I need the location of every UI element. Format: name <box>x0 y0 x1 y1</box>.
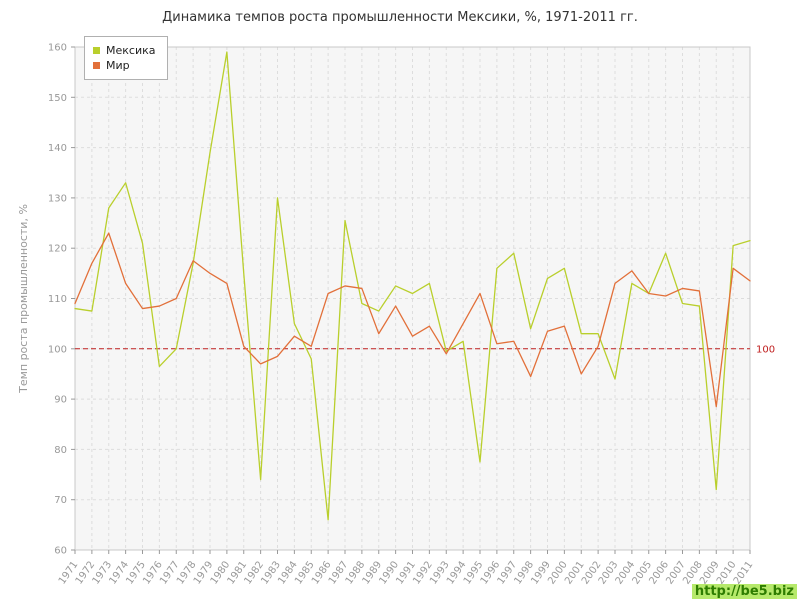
legend-swatch-world <box>93 62 100 69</box>
legend-item-mexico: Мексика <box>93 43 155 58</box>
series-line-0 <box>74 51 751 521</box>
legend-label-mexico: Мексика <box>106 44 156 57</box>
y-tick-label: 150 <box>48 93 67 104</box>
watermark-link[interactable]: http://be5.biz <box>691 584 797 599</box>
y-axis-title-wrap: Темп роста промышленности, % <box>14 47 32 550</box>
y-tick-label: 100 <box>48 344 67 355</box>
y-tick-label: 160 <box>48 43 67 54</box>
legend-swatch-mexico <box>93 47 100 54</box>
y-tick-label: 80 <box>54 445 67 456</box>
y-tick-label: 130 <box>48 193 67 204</box>
reference-line-label: 100 <box>756 344 775 355</box>
y-tick-label: 120 <box>48 244 67 255</box>
legend-item-world: Мир <box>93 58 155 73</box>
y-tick-label: 110 <box>48 294 67 305</box>
legend: Мексика Мир <box>84 36 169 80</box>
series-line-1 <box>74 232 751 408</box>
y-tick-label: 70 <box>54 495 67 506</box>
y-tick-label: 90 <box>54 395 67 406</box>
y-tick-label: 60 <box>54 546 67 557</box>
chart-title: Динамика темпов роста промышленности Мек… <box>162 10 638 25</box>
y-axis-title: Темп роста промышленности, % <box>16 204 30 393</box>
y-tick-label: 140 <box>48 143 67 154</box>
legend-label-world: Мир <box>106 59 130 72</box>
